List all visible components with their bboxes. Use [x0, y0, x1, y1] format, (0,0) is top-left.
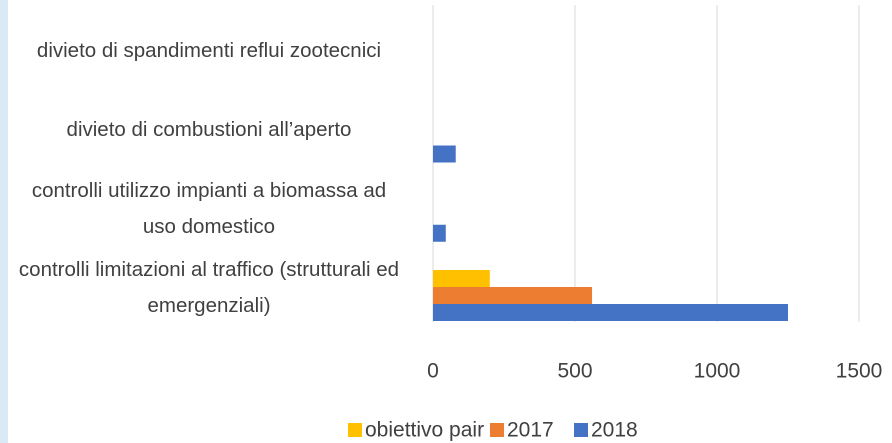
- legend-swatch: [490, 423, 504, 437]
- category-label: divieto di spandimenti reflui zootecnici: [36, 38, 382, 62]
- legend-swatch: [348, 423, 362, 437]
- bar: [433, 224, 446, 242]
- legend-label: obiettivo pair: [365, 419, 484, 442]
- category-label: controlli limitazioni al traffico (strut…: [18, 258, 400, 318]
- x-tick-label: 500: [557, 360, 592, 383]
- bar: [433, 145, 456, 163]
- x-tick-label: 0: [427, 360, 439, 383]
- bar: [433, 304, 788, 321]
- category-label: controlli utilizzo impianti a biomassa a…: [31, 179, 387, 239]
- category-label: divieto di combustioni all’aperto: [66, 117, 352, 141]
- legend-label: 2017: [507, 419, 554, 442]
- legend-swatch: [574, 423, 588, 437]
- bar: [433, 287, 593, 304]
- bar: [433, 270, 490, 287]
- side-strip: [0, 0, 8, 443]
- x-tick-label: 1500: [836, 360, 883, 383]
- legend-label: 2018: [591, 419, 638, 442]
- x-tick-label: 1000: [694, 360, 741, 383]
